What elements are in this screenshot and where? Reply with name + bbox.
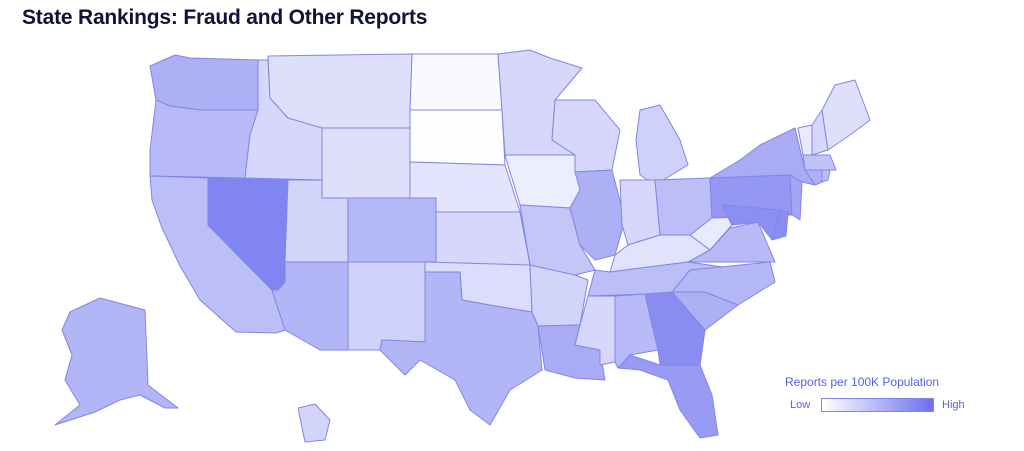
legend-low-label: Low [790,399,811,411]
state-or[interactable] [149,99,259,179]
state-mi[interactable] [635,104,689,186]
state-nd[interactable] [409,53,503,111]
legend-gradient-bar [821,398,934,412]
state-wy[interactable] [321,127,411,199]
state-il[interactable] [569,169,626,261]
state-hi[interactable] [297,403,331,443]
state-co[interactable] [347,197,437,263]
state-ks[interactable] [435,211,531,266]
state-md[interactable] [721,204,781,241]
state-de[interactable] [771,209,789,241]
state-me[interactable] [821,79,871,151]
state-wa[interactable] [149,54,261,111]
state-ma[interactable] [802,154,837,171]
state-fl[interactable] [617,354,719,439]
state-ak[interactable] [54,297,179,426]
state-nm[interactable] [347,261,426,351]
state-va[interactable] [687,221,776,263]
state-mt[interactable] [267,53,413,129]
state-in[interactable] [619,179,661,246]
legend-title: Reports per 100K Population [785,375,940,389]
state-sd[interactable] [409,109,506,166]
state-tx[interactable] [379,271,543,426]
legend-high-label: High [942,399,965,411]
map-title: State Rankings: Fraud and Other Reports [22,6,428,29]
